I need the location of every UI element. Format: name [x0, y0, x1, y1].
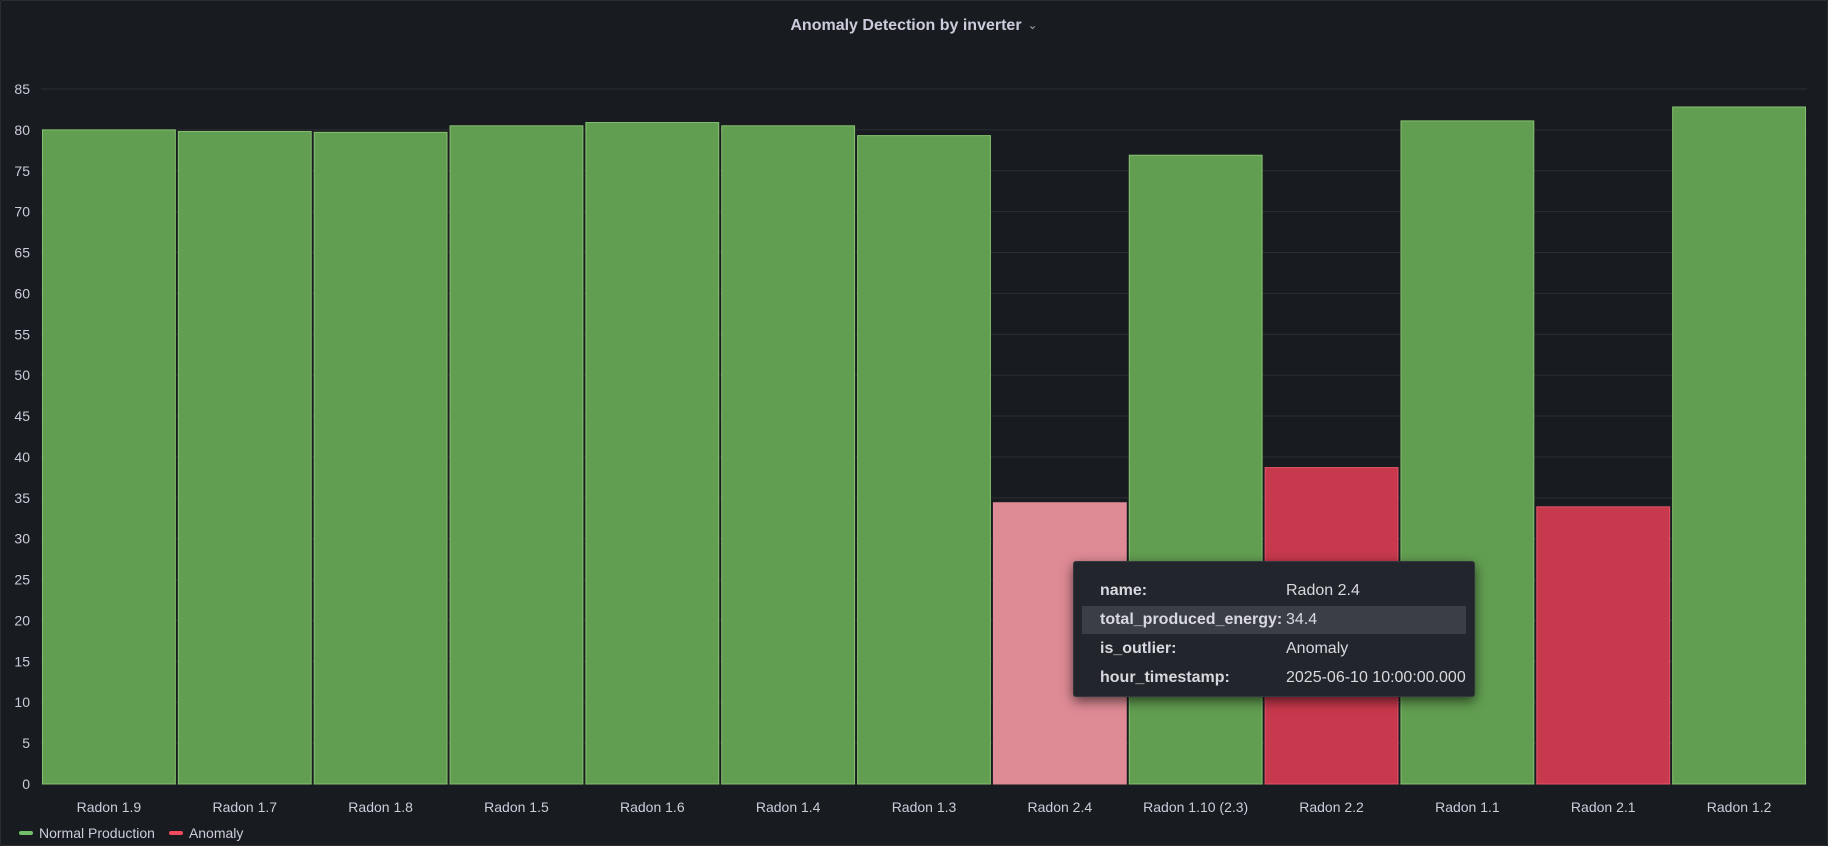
bar[interactable]	[721, 125, 856, 785]
bar[interactable]	[313, 131, 448, 785]
legend-item-anomaly[interactable]: Anomaly	[168, 825, 244, 841]
x-tick-label: Radon 1.3	[892, 799, 957, 815]
y-tick-label: 10	[14, 694, 30, 710]
x-tick-label: Radon 1.1	[1435, 799, 1500, 815]
tooltip-row-timestamp: hour_timestamp: 2025-06-10 10:00:00.000	[1082, 664, 1466, 692]
tooltip-value: Anomaly	[1286, 640, 1349, 657]
tooltip-key: name:	[1100, 582, 1148, 599]
y-tick-label: 45	[14, 408, 30, 424]
tooltip-key: is_outlier:	[1100, 640, 1177, 657]
y-tick-label: 40	[14, 449, 30, 465]
x-tick-label: Radon 1.5	[484, 799, 549, 815]
bar[interactable]	[177, 131, 312, 785]
x-tick-label: Radon 1.4	[756, 799, 821, 815]
x-tick-label: Radon 1.7	[212, 799, 277, 815]
tooltip-row-energy: total_produced_energy: 34.4	[1082, 606, 1466, 634]
y-tick-label: 0	[22, 776, 30, 792]
y-tick-label: 70	[14, 204, 30, 220]
y-tick-label: 55	[14, 326, 30, 342]
x-tick-label: Radon 1.6	[620, 799, 685, 815]
x-tick-label: Radon 2.1	[1571, 799, 1636, 815]
x-tick-label: Radon 1.9	[77, 799, 142, 815]
x-tick-label: Radon 2.2	[1299, 799, 1364, 815]
y-tick-label: 5	[22, 735, 30, 751]
legend-swatch-anomaly	[168, 831, 183, 835]
tooltip-value: Radon 2.4	[1286, 582, 1360, 599]
y-tick-label: 65	[14, 245, 30, 261]
legend-label-normal: Normal Production	[39, 825, 155, 841]
legend-swatch-normal	[19, 831, 33, 835]
bar[interactable]	[449, 125, 584, 785]
y-tick-label: 60	[14, 285, 30, 301]
tooltip-row-name: name: Radon 2.4	[1082, 577, 1466, 605]
y-tick-label: 20	[14, 612, 30, 628]
legend: Normal Production Anomaly	[19, 825, 243, 841]
y-tick-label: 80	[14, 122, 30, 138]
bar[interactable]	[1672, 106, 1806, 785]
y-tick-label: 15	[14, 653, 30, 669]
x-tick-label: Radon 1.10 (2.3)	[1143, 799, 1248, 815]
chevron-down-icon: ⌄	[1027, 18, 1038, 32]
bar[interactable]	[585, 122, 720, 785]
x-tick-label: Radon 2.4	[1028, 799, 1093, 815]
x-tick-label: Radon 1.8	[348, 799, 413, 815]
tooltip-value: 34.4	[1286, 611, 1318, 628]
y-tick-label: 75	[14, 163, 30, 179]
legend-item-normal[interactable]: Normal Production	[19, 825, 155, 841]
y-tick-label: 25	[14, 572, 30, 588]
tooltip-value: 2025-06-10 10:00:00.000	[1286, 669, 1466, 686]
legend-label-anomaly: Anomaly	[188, 825, 244, 841]
y-tick-label: 35	[14, 490, 30, 506]
tooltip-key: total_produced_energy:	[1100, 611, 1283, 628]
bar[interactable]	[857, 135, 991, 785]
y-tick-label: 50	[14, 367, 30, 383]
tooltip-key: hour_timestamp:	[1100, 669, 1230, 686]
tooltip-row-outlier: is_outlier: Anomaly	[1082, 635, 1466, 663]
y-tick-label: 30	[14, 531, 30, 547]
bar[interactable]	[42, 129, 176, 785]
bar[interactable]	[1536, 506, 1671, 785]
panel-title[interactable]: Anomaly Detection by inverter ⌄	[1, 17, 1827, 35]
y-tick-label: 85	[14, 81, 30, 97]
x-tick-label: Radon 1.2	[1707, 799, 1772, 815]
panel-title-text: Anomaly Detection by inverter	[790, 17, 1022, 34]
tooltip: name: Radon 2.4 total_produced_energy: 3…	[1073, 561, 1475, 697]
